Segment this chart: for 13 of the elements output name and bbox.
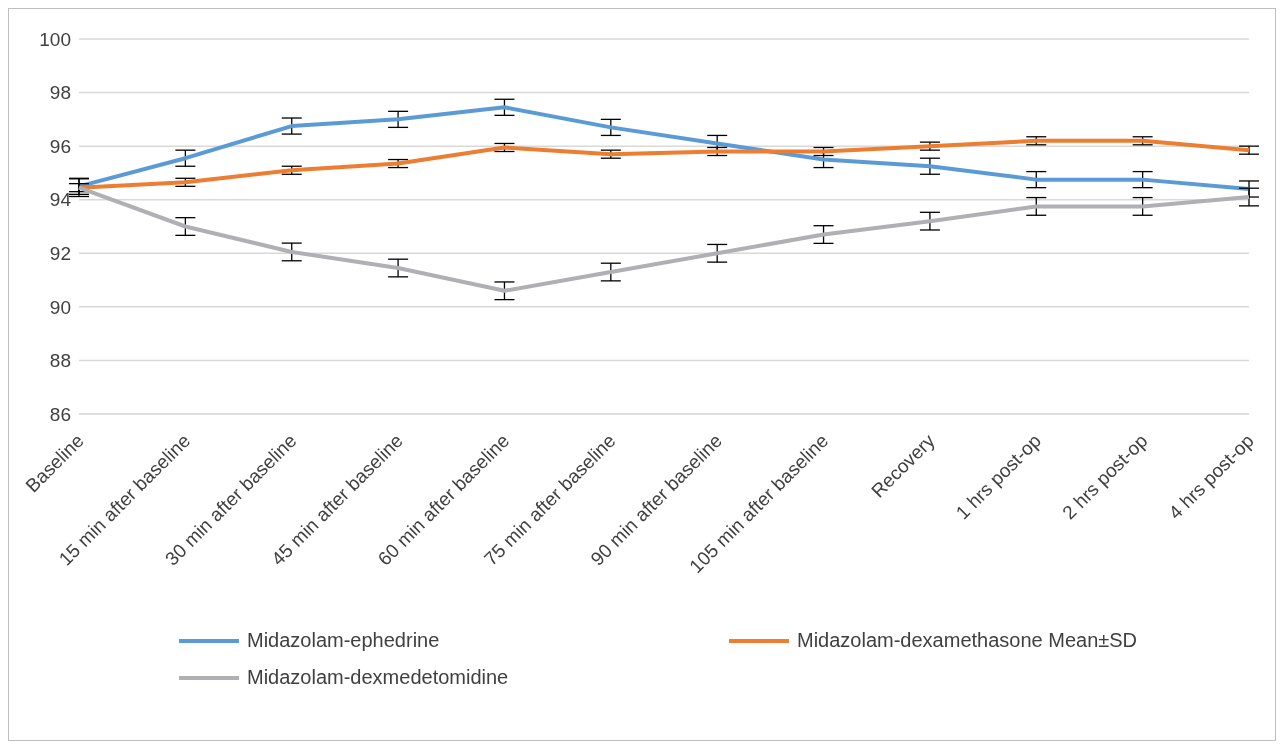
y-tick-label: 100	[39, 28, 71, 50]
legend-label: Midazolam-ephedrine	[247, 629, 440, 652]
y-tick-label: 88	[49, 350, 71, 372]
line-series	[77, 105, 1251, 191]
y-tick-label: 98	[49, 82, 71, 104]
legend-label: Midazolam-dexamethasone Mean±SD	[797, 629, 1138, 652]
y-tick-label: 86	[49, 403, 71, 425]
y-tick-label: 96	[49, 135, 71, 157]
line-series	[77, 185, 1251, 293]
y-tick-label: 94	[49, 189, 72, 211]
legend-label: Midazolam-dexmedetomidine	[247, 666, 509, 689]
y-tick-label: 92	[49, 243, 71, 265]
y-tick-label: 90	[49, 296, 71, 318]
